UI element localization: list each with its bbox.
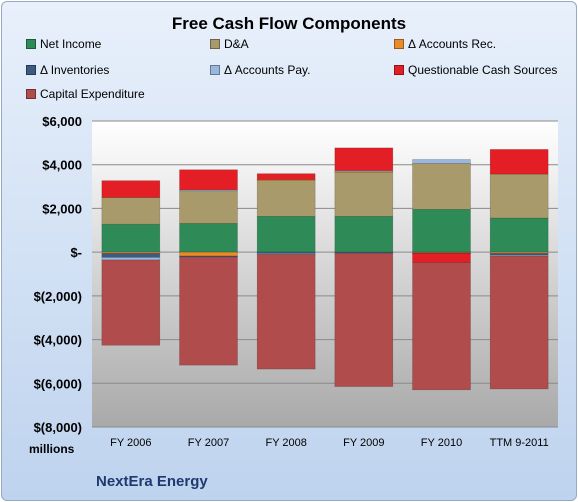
y-tick-label: $4,000 xyxy=(42,158,82,173)
bar-segment xyxy=(334,147,394,171)
bar-segment xyxy=(489,149,549,175)
legend-swatch xyxy=(26,89,36,99)
x-tick-label: FY 2009 xyxy=(343,437,384,449)
bar-segment xyxy=(179,190,238,224)
legend-label: Questionable Cash Sources xyxy=(408,63,558,77)
x-tick-label: FY 2010 xyxy=(421,437,462,449)
y-axis-units-label: millions xyxy=(29,442,75,456)
bar-segment xyxy=(179,169,238,191)
chart-title: Free Cash Flow Components xyxy=(171,14,407,33)
bar-segment xyxy=(179,189,238,192)
plot-area xyxy=(92,121,558,427)
bar-segment xyxy=(489,173,549,219)
legend-item-inventories: Δ Inventories xyxy=(26,63,109,77)
bar-segment xyxy=(412,209,471,253)
legend-swatch xyxy=(394,39,404,49)
bar-segment xyxy=(256,215,316,253)
y-tick-label: $2,000 xyxy=(42,201,82,216)
bar-segment xyxy=(101,180,161,198)
legend-label: Δ Inventories xyxy=(40,63,110,77)
y-tick-label: $(6,000) xyxy=(34,376,82,391)
x-tick-label: FY 2006 xyxy=(110,437,151,449)
legend-swatch xyxy=(26,65,36,75)
bar-segment xyxy=(412,262,471,391)
company-name: NextEra Energy xyxy=(96,473,208,490)
legend-item-accounts-rec: Δ Accounts Rec. xyxy=(394,37,496,51)
y-tick-label: $(2,000) xyxy=(34,289,82,304)
legend-item-capex: Capital Expenditure xyxy=(26,87,145,101)
legend-label: Capital Expenditure xyxy=(40,87,145,101)
bar-segment xyxy=(334,172,394,217)
y-tick-label: $(8,000) xyxy=(34,420,82,435)
y-tick-label: $6,000 xyxy=(42,114,82,129)
bar-segment xyxy=(334,251,394,254)
legend-label: Δ Accounts Rec. xyxy=(408,37,497,51)
legend-swatch xyxy=(210,65,220,75)
bar-segment xyxy=(334,215,394,253)
bar-segment xyxy=(489,255,549,390)
y-tick-label: $(4,000) xyxy=(34,333,82,348)
bar-segment xyxy=(101,197,161,225)
bar-segment xyxy=(334,252,394,387)
bar-segment xyxy=(101,223,161,253)
legend-item-questionable-cash: Questionable Cash Sources xyxy=(394,63,557,77)
bar-segment xyxy=(101,257,161,261)
legend-swatch xyxy=(26,39,36,49)
bar-segment xyxy=(412,252,471,263)
bar-segment xyxy=(179,223,238,253)
bar-segment xyxy=(256,179,316,217)
legend-swatch xyxy=(210,39,220,49)
bar-segment xyxy=(179,251,238,257)
legend-item-d-and-a: D&A xyxy=(210,37,249,51)
x-tick-label: FY 2008 xyxy=(265,437,306,449)
bar-segment xyxy=(256,173,316,180)
legend-swatch xyxy=(394,65,404,75)
legend-label: D&A xyxy=(224,37,249,51)
bar-segment xyxy=(412,163,471,210)
y-tick-label: $- xyxy=(70,245,82,260)
bar-segment xyxy=(489,217,549,253)
legend-item-accounts-pay: Δ Accounts Pay. xyxy=(210,63,311,77)
bar-segment xyxy=(256,254,316,370)
bar-segment xyxy=(179,256,238,366)
legend-label: Net Income xyxy=(40,37,102,51)
x-tick-label: TTM 9-2011 xyxy=(490,437,549,449)
legend-item-net-income: Net Income xyxy=(26,37,101,51)
bar-segment xyxy=(101,259,161,346)
bar-segment xyxy=(101,253,161,258)
legend-label: Δ Accounts Pay. xyxy=(224,63,311,77)
bar-segment xyxy=(412,159,471,164)
x-tick-label: FY 2007 xyxy=(188,437,229,449)
